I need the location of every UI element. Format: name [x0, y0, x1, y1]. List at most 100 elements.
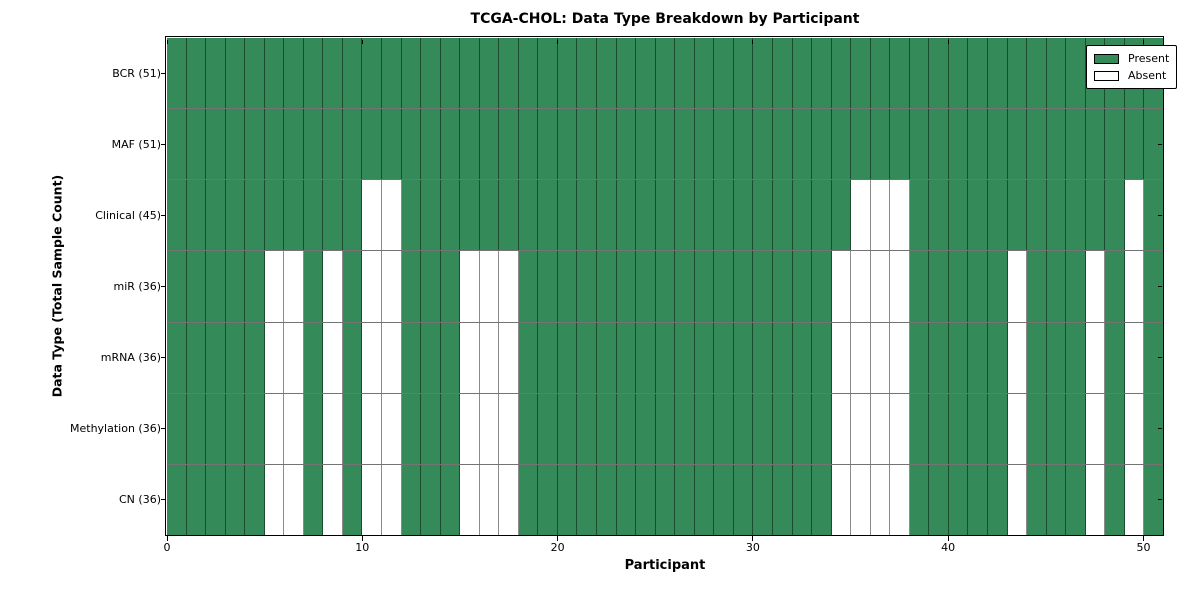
- cell-mrna-32-present: [792, 322, 813, 393]
- cell-maf-18-present: [518, 109, 539, 180]
- cell-mrna-27-present: [694, 322, 715, 393]
- cell-mir-32-present: [792, 251, 813, 322]
- cell-bcr-45-present: [1046, 38, 1067, 109]
- cell-clinical-23-present: [616, 180, 637, 251]
- cell-mrna-24-present: [636, 322, 656, 393]
- x-tick-label-0: 0: [163, 541, 171, 554]
- cell-mrna-34-absent: [831, 322, 852, 393]
- x-tick-bottom-50: [1142, 536, 1144, 541]
- cell-cn-13-present: [421, 464, 441, 535]
- cell-clinical-46-present: [1066, 180, 1086, 251]
- cell-clinical-48-present: [1105, 180, 1125, 251]
- x-tick-top-50: [1142, 39, 1144, 44]
- cell-maf-47-present: [1085, 109, 1106, 180]
- cell-maf-4-present: [245, 109, 265, 180]
- cell-mir-15-absent: [460, 251, 480, 322]
- cell-mrna-33-present: [812, 322, 832, 393]
- cell-mrna-19-present: [538, 322, 558, 393]
- y-tick-right-clinical: [1157, 215, 1162, 216]
- cell-maf-48-present: [1105, 109, 1125, 180]
- cell-methylation-27-present: [694, 393, 715, 464]
- cell-methylation-41-present: [968, 393, 988, 464]
- legend-entry-present: Present: [1094, 50, 1176, 67]
- cell-bcr-0-present: [167, 38, 187, 109]
- cell-bcr-31-present: [772, 38, 793, 109]
- cell-mrna-13-present: [421, 322, 441, 393]
- cell-cn-15-absent: [460, 464, 480, 535]
- heatmap-grid: [167, 38, 1163, 535]
- cell-mir-1-present: [186, 251, 207, 322]
- cell-methylation-18-present: [518, 393, 539, 464]
- cell-mrna-14-present: [440, 322, 461, 393]
- cell-clinical-34-present: [831, 180, 852, 251]
- cell-mir-25-present: [655, 251, 676, 322]
- cell-mrna-1-present: [186, 322, 207, 393]
- cell-maf-34-present: [831, 109, 852, 180]
- cell-mrna-11-absent: [382, 322, 402, 393]
- cell-clinical-43-present: [1007, 180, 1028, 251]
- cell-cn-35-absent: [851, 464, 871, 535]
- cell-methylation-28-present: [714, 393, 734, 464]
- cell-mir-13-present: [421, 251, 441, 322]
- cell-methylation-3-present: [225, 393, 246, 464]
- cell-bcr-38-present: [909, 38, 930, 109]
- cell-mrna-0-present: [167, 322, 187, 393]
- cell-maf-43-present: [1007, 109, 1028, 180]
- cell-mrna-44-present: [1027, 322, 1047, 393]
- cell-clinical-37-absent: [890, 180, 910, 251]
- cell-maf-16-present: [479, 109, 500, 180]
- cell-clinical-45-present: [1046, 180, 1067, 251]
- cell-clinical-26-present: [675, 180, 695, 251]
- y-tick-left-mir: [161, 286, 166, 287]
- cell-methylation-9-present: [342, 393, 363, 464]
- cell-bcr-24-present: [636, 38, 656, 109]
- y-tick-left-maf: [161, 144, 166, 145]
- y-tick-label-clinical: Clinical (45): [95, 208, 161, 222]
- cell-mir-2-present: [206, 251, 226, 322]
- cell-methylation-23-present: [616, 393, 637, 464]
- cell-maf-19-present: [538, 109, 558, 180]
- cell-cn-28-present: [714, 464, 734, 535]
- cell-methylation-7-present: [303, 393, 324, 464]
- cell-mrna-43-absent: [1007, 322, 1028, 393]
- cell-bcr-2-present: [206, 38, 226, 109]
- cell-bcr-26-present: [675, 38, 695, 109]
- cell-mrna-31-present: [772, 322, 793, 393]
- cell-methylation-5-absent: [264, 393, 285, 464]
- y-tick-left-methylation: [161, 428, 166, 429]
- x-tick-top-20: [557, 39, 559, 44]
- cell-mir-48-present: [1105, 251, 1125, 322]
- cell-clinical-28-present: [714, 180, 734, 251]
- cell-mrna-41-present: [968, 322, 988, 393]
- cell-maf-36-present: [870, 109, 891, 180]
- cell-methylation-33-present: [812, 393, 832, 464]
- cell-cn-31-present: [772, 464, 793, 535]
- cell-maf-50-present: [1144, 109, 1163, 180]
- cell-clinical-14-present: [440, 180, 461, 251]
- cell-mir-42-present: [987, 251, 1008, 322]
- cell-bcr-6-present: [284, 38, 304, 109]
- cell-mir-49-absent: [1124, 251, 1145, 322]
- cell-methylation-46-present: [1066, 393, 1086, 464]
- cell-maf-10-present: [362, 109, 383, 180]
- cell-clinical-22-present: [597, 180, 617, 251]
- cell-maf-41-present: [968, 109, 988, 180]
- cell-mir-37-absent: [890, 251, 910, 322]
- cell-methylation-40-present: [948, 393, 969, 464]
- cell-mir-19-present: [538, 251, 558, 322]
- x-tick-top-0: [166, 39, 168, 44]
- cell-cn-46-present: [1066, 464, 1086, 535]
- cell-mrna-8-absent: [323, 322, 343, 393]
- heatmap-row-maf: [167, 109, 1163, 181]
- cell-methylation-47-absent: [1085, 393, 1106, 464]
- cell-maf-44-present: [1027, 109, 1047, 180]
- y-tick-right-maf: [1157, 144, 1162, 145]
- cell-methylation-11-absent: [382, 393, 402, 464]
- cell-cn-21-present: [577, 464, 598, 535]
- cell-mrna-50-present: [1144, 322, 1163, 393]
- cell-mir-10-absent: [362, 251, 383, 322]
- cell-mrna-5-absent: [264, 322, 285, 393]
- cell-mir-5-absent: [264, 251, 285, 322]
- cell-cn-24-present: [636, 464, 656, 535]
- cell-maf-38-present: [909, 109, 930, 180]
